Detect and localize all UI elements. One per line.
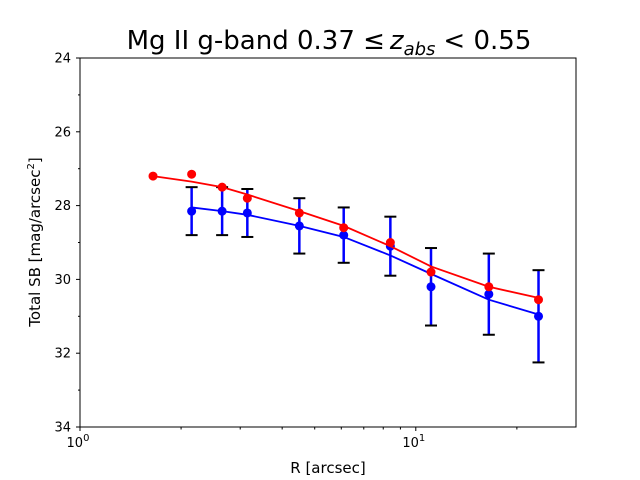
series-red-point-5 bbox=[339, 223, 349, 233]
x-tick-label-0: 100 bbox=[67, 433, 90, 451]
chart-title-z-sub: abs bbox=[404, 39, 436, 60]
series-red bbox=[148, 169, 544, 305]
y-tick-label-5: 34 bbox=[54, 421, 71, 436]
x-tick-label-1: 101 bbox=[402, 433, 425, 451]
series-blue-point-6 bbox=[426, 282, 436, 292]
y-tick-label-1: 26 bbox=[54, 125, 71, 140]
series-red-point-2 bbox=[217, 182, 227, 192]
series-blue-point-0 bbox=[187, 206, 197, 216]
chart-title-prefix: Mg II g-band 0.37 ≤ bbox=[127, 26, 385, 56]
series-blue bbox=[185, 186, 545, 364]
series-red-point-4 bbox=[294, 208, 304, 218]
chart-title-suffix: < 0.55 bbox=[443, 26, 531, 56]
chart-title: Mg II g-band 0.37 ≤ zabs < 0.55 bbox=[127, 26, 532, 60]
series-red-fit-line bbox=[152, 175, 539, 299]
series-blue-point-1 bbox=[217, 206, 227, 216]
series-red-point-1 bbox=[187, 169, 197, 179]
series-blue-point-7 bbox=[484, 289, 494, 299]
series-blue-point-4 bbox=[339, 230, 349, 240]
y-axis-label-close: ] bbox=[26, 157, 44, 163]
y-tick-label-3: 30 bbox=[54, 273, 71, 288]
series-red-point-9 bbox=[534, 295, 544, 305]
y-tick-label-2: 28 bbox=[54, 199, 71, 214]
y-tick-label-0: 24 bbox=[54, 52, 71, 67]
series-red-point-3 bbox=[242, 193, 252, 203]
series-red-point-8 bbox=[484, 282, 494, 292]
series-red-point-0 bbox=[148, 171, 158, 181]
y-tick-label-4: 32 bbox=[54, 347, 71, 362]
chart-title-z: z bbox=[389, 26, 405, 56]
series-blue-point-2 bbox=[242, 208, 252, 218]
series-red-point-7 bbox=[426, 267, 436, 277]
y-axis-label: Total SB [mag/arcsec2] bbox=[26, 157, 44, 327]
series-blue-point-8 bbox=[534, 311, 544, 321]
y-axis-label-main: Total SB [mag/arcsec bbox=[26, 170, 44, 328]
y-axis-label-sup: 2 bbox=[26, 163, 37, 169]
x-axis-label: R [arcsec] bbox=[290, 459, 365, 477]
series-red-point-6 bbox=[385, 238, 395, 247]
series-blue-point-3 bbox=[294, 221, 304, 231]
plot-area bbox=[148, 169, 545, 364]
